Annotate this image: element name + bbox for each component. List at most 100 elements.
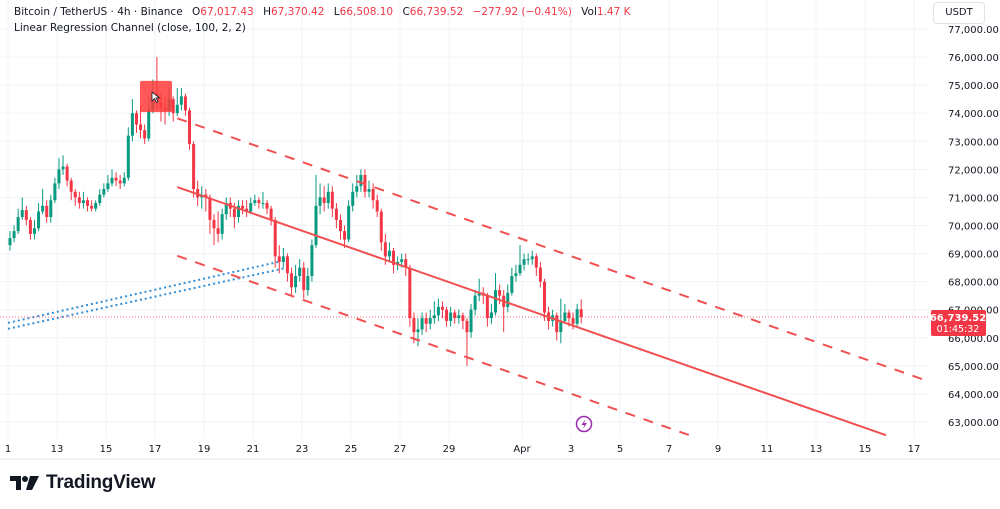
candle-body: [530, 256, 534, 260]
price-tick-label: 74,000.00: [948, 109, 999, 120]
regression-center-line: [176, 186, 887, 437]
price-tick-label: 71,000.00: [948, 193, 999, 204]
symbol-title[interactable]: Bitcoin / TetherUS · 4h · Binance: [14, 6, 183, 18]
candle-body: [245, 208, 249, 212]
time-tick-label: 9: [715, 444, 721, 455]
price-tick-label: 63,000.00: [948, 418, 999, 429]
candle-body: [445, 309, 449, 321]
candle-body: [343, 231, 347, 240]
candle-body: [249, 203, 253, 212]
candle-body: [28, 219, 32, 234]
candle-body: [102, 188, 106, 195]
candle-body: [208, 197, 212, 220]
candle-body: [314, 205, 318, 246]
candle-body: [330, 191, 334, 209]
time-tick-label: 15: [859, 444, 872, 455]
candle-body: [224, 203, 228, 215]
close-label: C: [402, 6, 410, 18]
price-tick-label: 65,000.00: [948, 362, 999, 373]
time-tick-label: 13: [810, 444, 823, 455]
candle-body: [334, 208, 338, 220]
candle-body: [494, 290, 498, 313]
open-value: 67,017.43: [200, 6, 254, 18]
candle-body: [281, 256, 285, 262]
time-tick-label: 15: [100, 444, 113, 455]
candle-body: [61, 166, 65, 170]
candle-body: [310, 245, 314, 277]
high-label: H: [263, 6, 271, 18]
price-tick-label: 68,000.00: [948, 278, 999, 289]
time-axis[interactable]: 1 13 15 17 19 21 23 25 27 29 Apr 3 5 7 9 11 13 15 17: [5, 444, 921, 455]
candle-body: [241, 205, 245, 209]
candle-body: [461, 315, 465, 321]
tradingview-logo-text: TradingView: [46, 472, 156, 493]
candle-body: [265, 203, 269, 209]
candle-body: [12, 231, 16, 239]
candle-body: [188, 110, 192, 145]
candle-body: [371, 188, 375, 201]
time-tick-label: 1: [5, 444, 11, 455]
candle-body: [269, 208, 273, 220]
candle-body: [114, 177, 118, 181]
candle-body: [428, 318, 432, 324]
candle-body: [416, 329, 420, 333]
candle-body: [302, 267, 306, 291]
candle-body: [294, 276, 298, 288]
candle-body: [236, 205, 240, 218]
candle-body: [387, 250, 391, 257]
candle-body: [306, 276, 310, 291]
candle-body: [559, 320, 563, 333]
candle-body: [400, 259, 404, 262]
candle-body: [432, 315, 436, 319]
open-label: O: [192, 6, 201, 18]
candle-body: [49, 200, 53, 218]
indicator-legend[interactable]: Linear Regression Channel (close, 100, 2…: [14, 22, 246, 34]
symbol-legend-row: Bitcoin / TetherUS · 4h · Binance O67,01…: [14, 4, 630, 20]
candle-body: [122, 177, 126, 184]
candle-body: [24, 210, 28, 220]
tradingview-logo[interactable]: TradingView: [10, 472, 156, 494]
time-tick-label: 3: [568, 444, 574, 455]
change-value: −277.92 (−0.41%): [472, 6, 572, 18]
overlay-layer: [140, 80, 593, 433]
candle-body: [318, 197, 322, 206]
trendline-dotted: [7, 261, 279, 324]
time-tick-label: 17: [149, 444, 162, 455]
candle-body: [290, 273, 294, 288]
candle-body: [563, 312, 567, 321]
time-tick-label: 5: [617, 444, 623, 455]
time-tick-label: 11: [761, 444, 774, 455]
candle-body: [424, 318, 428, 324]
candle-body: [420, 318, 424, 330]
volume-label: Vol: [581, 6, 597, 18]
candle-body: [465, 320, 469, 333]
lightning-icon[interactable]: [575, 415, 593, 433]
time-tick-label: 23: [296, 444, 309, 455]
currency-button[interactable]: USDT: [933, 2, 985, 24]
close-value: 66,739.52: [409, 6, 464, 18]
candle-body: [253, 200, 257, 204]
price-tick-label: 70,000.00: [948, 221, 999, 232]
price-tick-label: 73,000.00: [948, 137, 999, 148]
time-tick-label: 25: [345, 444, 358, 455]
lightning-icon-bolt: [581, 419, 587, 429]
cursor-icon: [151, 91, 161, 104]
candle-body: [143, 130, 147, 139]
candle-body: [110, 177, 114, 184]
price-axis[interactable]: 77,000.00 76,000.00 75,000.00 74,000.00 73,0…: [930, 25, 999, 429]
last-price-value: 66,739.52: [930, 313, 986, 324]
candle-body: [134, 113, 138, 125]
chart-legend: Bitcoin / TetherUS · 4h · Binance O67,01…: [14, 4, 630, 36]
candle-body: [73, 191, 77, 198]
candle-body: [542, 281, 546, 313]
candle-body: [404, 259, 408, 268]
candle-body: [351, 191, 355, 206]
candle-body: [216, 228, 220, 234]
price-tick-label: 72,000.00: [948, 165, 999, 176]
candle-body: [326, 191, 330, 204]
candlestick-chart[interactable]: 77,000.00 76,000.00 75,000.00 74,000.00 73,0…: [0, 0, 1000, 465]
bar-countdown: 01:45:32: [937, 324, 980, 335]
time-tick-label: 29: [443, 444, 456, 455]
low-value: 66,508.10: [339, 6, 394, 18]
candle-body: [179, 96, 183, 105]
